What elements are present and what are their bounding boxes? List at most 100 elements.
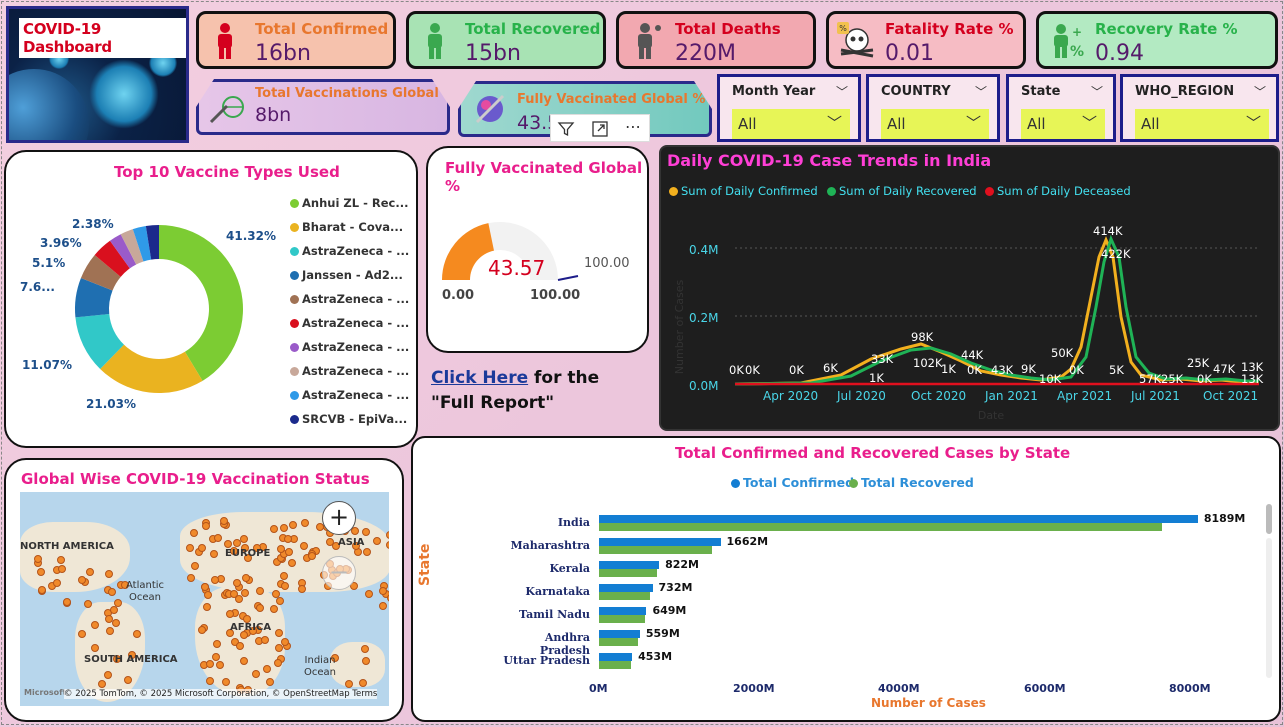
map-bubble[interactable]: [110, 606, 119, 615]
map-bubble[interactable]: [351, 527, 360, 536]
map-bubble[interactable]: [198, 543, 207, 552]
donut-legend-item[interactable]: AstraZeneca - ...: [290, 292, 409, 306]
map-bubble[interactable]: [77, 575, 86, 584]
map-bubble[interactable]: [365, 589, 374, 598]
map-bubble[interactable]: [248, 626, 257, 635]
bar-confirmed[interactable]: [599, 561, 660, 569]
chevron-down-icon[interactable]: ﹀: [974, 85, 987, 99]
map-bubble[interactable]: [58, 565, 67, 574]
donut-slice[interactable]: [109, 234, 137, 269]
map-bubble[interactable]: [38, 585, 47, 594]
bar-recovered[interactable]: [599, 615, 646, 623]
map-bubble[interactable]: [203, 591, 212, 600]
map-bubble[interactable]: [230, 546, 239, 555]
donut-slice[interactable]: [75, 313, 124, 369]
map-bubble[interactable]: [276, 597, 285, 606]
map-bubble[interactable]: [233, 579, 242, 588]
map-bubble[interactable]: [33, 554, 42, 563]
map-bubble[interactable]: [62, 597, 71, 606]
map-bubble[interactable]: [262, 665, 271, 674]
map-bubble[interactable]: [239, 657, 248, 666]
map-bubble[interactable]: [285, 548, 294, 557]
map-bubble[interactable]: [252, 669, 261, 678]
zoom-out-button[interactable]: −: [322, 556, 356, 590]
map-bubble[interactable]: [378, 601, 387, 610]
map-bubble[interactable]: [352, 542, 361, 551]
map-bubble[interactable]: [274, 659, 283, 668]
donut-legend-item[interactable]: SRCVB - EpiVa...: [290, 412, 407, 426]
chevron-down-icon[interactable]: ﹀: [1090, 85, 1103, 99]
map-bubble[interactable]: [202, 603, 211, 612]
map-bubble[interactable]: [52, 579, 61, 588]
filter-icon[interactable]: [557, 120, 575, 138]
click-here-link[interactable]: Click Here: [431, 368, 529, 388]
map-bubble[interactable]: [362, 527, 371, 536]
map-bubble[interactable]: [104, 671, 113, 680]
donut-slice[interactable]: [159, 225, 243, 381]
map-bubble[interactable]: [124, 675, 132, 684]
map-bubble[interactable]: [283, 534, 292, 543]
map-bubble[interactable]: [230, 590, 239, 599]
map-bubble[interactable]: [91, 621, 100, 630]
map-bubble[interactable]: [387, 594, 389, 603]
bar-recovered[interactable]: [599, 661, 632, 669]
bar-confirmed[interactable]: [599, 607, 647, 615]
map-bubble[interactable]: [255, 603, 264, 612]
map-bubble[interactable]: [280, 582, 289, 591]
map-bubble[interactable]: [274, 628, 283, 637]
slicer-dropdown[interactable]: All ﹀: [732, 109, 850, 139]
bar-confirmed[interactable]: [599, 630, 640, 638]
scrollbar-thumb[interactable]: [1266, 504, 1272, 534]
map-bubble[interactable]: [344, 679, 353, 688]
map-bubble[interactable]: [190, 528, 199, 537]
bar-recovered[interactable]: [599, 638, 639, 646]
map-bubble[interactable]: [57, 555, 66, 564]
more-options-icon[interactable]: ⋯: [625, 117, 641, 136]
donut-slice[interactable]: [94, 240, 130, 277]
map-bubble[interactable]: [358, 678, 367, 687]
donut-legend-item[interactable]: AstraZeneca - ...: [290, 388, 409, 402]
map-bubble[interactable]: [271, 589, 280, 598]
map-bubble[interactable]: [113, 599, 122, 608]
donut-slice[interactable]: [132, 226, 152, 262]
map-bubble[interactable]: [330, 654, 339, 663]
map-bubble[interactable]: [260, 636, 269, 645]
map-bubble[interactable]: [186, 543, 195, 552]
map-bubble[interactable]: [277, 545, 286, 554]
donut-legend-item[interactable]: Janssen - Ad2...: [290, 268, 403, 282]
map-bubble[interactable]: [191, 562, 200, 571]
donut-legend-item[interactable]: AstraZeneca - ...: [290, 316, 409, 330]
map-bubble[interactable]: [326, 538, 335, 547]
map-bubble[interactable]: [231, 637, 240, 646]
donut-slice[interactable]: [80, 254, 121, 291]
map-bubble[interactable]: [279, 523, 288, 532]
map-bubble[interactable]: [210, 550, 219, 559]
scrollbar-track[interactable]: [1266, 538, 1272, 678]
map-bubble[interactable]: [206, 659, 215, 668]
map-bubble[interactable]: [112, 619, 120, 628]
donut-slice[interactable]: [145, 225, 159, 260]
chevron-down-icon[interactable]: ﹀: [1253, 85, 1266, 99]
map-bubble[interactable]: [243, 553, 252, 562]
map-bubble[interactable]: [78, 630, 87, 639]
map-bubble[interactable]: [113, 654, 122, 663]
map-bubble[interactable]: [350, 582, 359, 591]
bar-confirmed[interactable]: [599, 515, 1198, 523]
map-bubble[interactable]: [215, 660, 224, 669]
map-bubble[interactable]: [222, 677, 231, 686]
donut-legend-item[interactable]: Bharat - Cova...: [290, 220, 403, 234]
map-bubble[interactable]: [127, 651, 136, 660]
map-bubble[interactable]: [225, 628, 234, 637]
map-bubble[interactable]: [240, 534, 249, 543]
donut-legend-item[interactable]: AstraZeneca - ...: [290, 340, 409, 354]
map-bubble[interactable]: [236, 642, 245, 651]
map-bubble[interactable]: [331, 542, 340, 551]
focus-mode-icon[interactable]: [591, 120, 609, 138]
map-bubble[interactable]: [361, 656, 370, 665]
donut-legend-item[interactable]: AstraZeneca - ...: [290, 364, 409, 378]
donut-slice[interactable]: [75, 277, 113, 318]
map-attribution[interactable]: © 2025 TomTom, © 2025 Microsoft Corporat…: [64, 689, 378, 699]
bar-recovered[interactable]: [599, 546, 713, 554]
map-bubble[interactable]: [363, 547, 372, 556]
map-bubble[interactable]: [265, 678, 274, 687]
